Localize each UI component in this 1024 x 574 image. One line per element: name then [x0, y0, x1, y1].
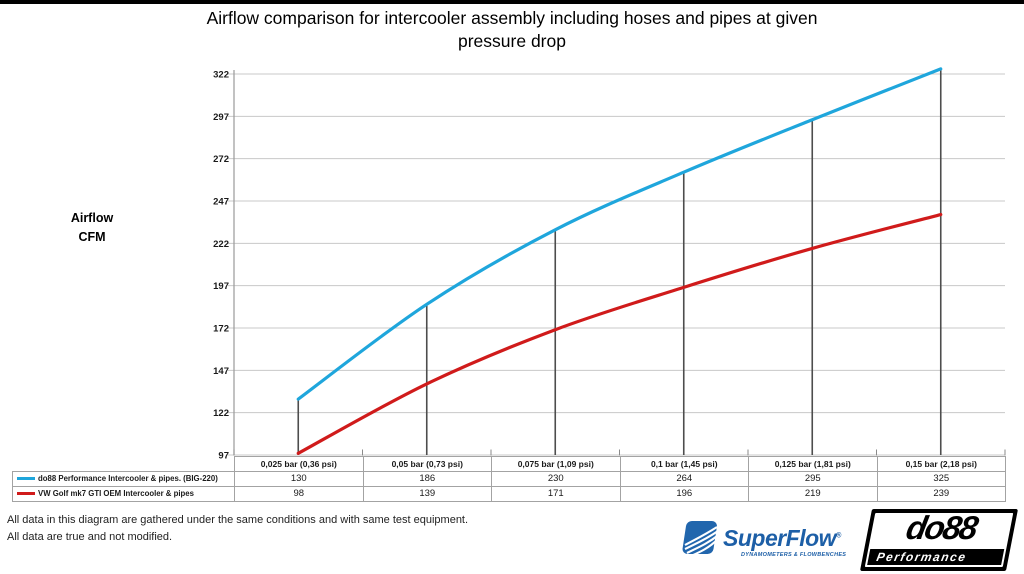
series-line-do88 [296, 67, 943, 401]
footer-note-line2: All data are true and not modified. [7, 530, 173, 543]
legend-cell: VW Golf mk7 GTI OEM Intercooler & pipes [12, 485, 235, 502]
y-axis-title-line2: CFM [78, 230, 106, 244]
series-value-cell: 98 [234, 485, 364, 502]
y-axis-title-line1: Airflow [70, 211, 114, 225]
series-value-cell: 295 [748, 470, 878, 487]
x-category-cell: 0,15 bar (2,18 psi) [876, 455, 1006, 472]
y-tick-label: 97 [218, 451, 229, 462]
series-value-cell: 325 [876, 470, 1006, 487]
legend-label: do88 Performance Intercooler & pipes. (B… [38, 474, 218, 483]
legend-line-marker [17, 492, 35, 495]
y-tick-label: 247 [213, 197, 229, 208]
y-tick-label: 322 [213, 70, 229, 81]
x-category-cell: 0,025 bar (0,36 psi) [234, 455, 364, 472]
legend-cell: do88 Performance Intercooler & pipes. (B… [12, 470, 235, 487]
do88-tagline: Performance [875, 550, 968, 564]
x-category-cell: 0,05 bar (0,73 psi) [362, 455, 492, 472]
chart-title-line1: Airflow comparison for intercooler assem… [206, 8, 818, 28]
y-tick-label: 147 [213, 366, 229, 377]
series-value-cell: 186 [362, 470, 492, 487]
y-tick-label: 172 [213, 324, 229, 335]
footer-note-line1: All data in this diagram are gathered un… [7, 514, 469, 526]
y-tick-label: 222 [213, 239, 229, 250]
do88-logo-panel: do88 Performance [864, 509, 1014, 567]
x-category-cell: 0,075 bar (1,09 psi) [491, 455, 621, 472]
series-value-cell: 139 [362, 485, 492, 502]
superflow-logo: SuperFlow® DYNAMOMETERS & FLOWBENCHES [681, 516, 847, 564]
do88-performance-strip: Performance [867, 549, 1005, 565]
series-value-cell: 196 [619, 485, 749, 502]
superflow-wave-icon [682, 520, 720, 557]
chart-title: Airflow comparison for intercooler assem… [0, 7, 1024, 53]
legend-line-marker [17, 477, 35, 480]
series-value-cell: 219 [748, 485, 878, 502]
series-value-cell: 171 [491, 485, 621, 502]
x-category-cell: 0,125 bar (1,81 psi) [748, 455, 878, 472]
do88-logo: do88 Performance [859, 509, 1019, 571]
superflow-tagline: DYNAMOMETERS & FLOWBENCHES [741, 552, 847, 558]
do88-wordmark: do88 [903, 509, 980, 546]
series-value-cell: 230 [491, 470, 621, 487]
chart-title-line2: pressure drop [458, 31, 566, 51]
series-value-cell: 239 [876, 485, 1006, 502]
y-tick-label: 297 [213, 112, 229, 123]
y-axis-title: Airflow CFM [38, 209, 146, 247]
x-category-cell: 0,1 bar (1,45 psi) [619, 455, 749, 472]
series-value-cell: 130 [234, 470, 364, 487]
y-tick-label: 272 [213, 154, 229, 165]
legend-label: VW Golf mk7 GTI OEM Intercooler & pipes [38, 489, 194, 498]
y-tick-label: 122 [213, 408, 229, 419]
series-value-cell: 264 [619, 470, 749, 487]
series-line-oem [296, 212, 943, 455]
footer-note: All data in this diagram are gathered un… [7, 512, 468, 545]
superflow-wordmark: SuperFlow® [723, 525, 842, 551]
superflow-trademark: ® [836, 532, 842, 540]
top-black-bar [0, 0, 1024, 4]
y-tick-label: 197 [213, 281, 229, 292]
